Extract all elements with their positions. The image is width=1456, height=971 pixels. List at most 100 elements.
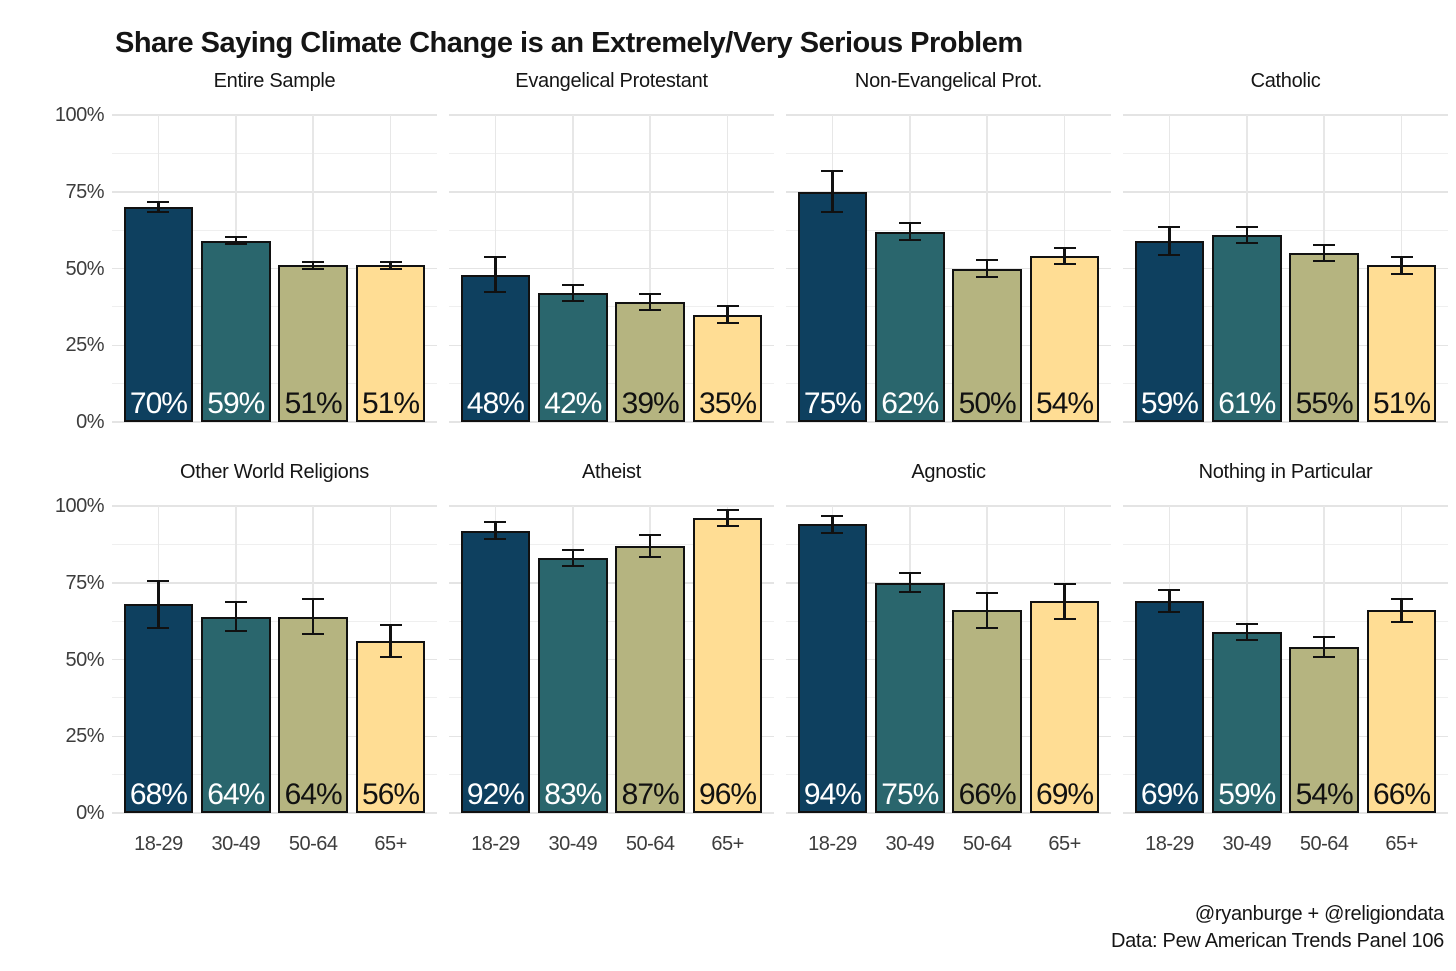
- error-bar-other-world-religions-50-64: [302, 598, 325, 635]
- error-bar-nothing-in-particular-18-29: [1158, 588, 1181, 614]
- bar-non-evangelical-prot-30-49: [875, 231, 945, 422]
- x-axis-label-col3-65+: 65+: [1048, 833, 1081, 855]
- error-bar-atheist-50-64: [639, 533, 662, 559]
- error-bar-nothing-in-particular-30-49: [1235, 622, 1258, 642]
- gridline-minor-87.5: [449, 543, 774, 545]
- y-axis-label-row2-100%: 100%: [54, 495, 105, 517]
- gridline-minor-62.5: [112, 229, 437, 231]
- gridline-minor-87.5: [1123, 152, 1448, 154]
- y-axis-label-row1-100%: 100%: [54, 104, 105, 126]
- bar-value-label-other-world-religions-65+: 56%: [362, 778, 420, 811]
- gridline-minor-37.5: [449, 306, 774, 308]
- panel-entire-sample: 70% 59% 51% 51%: [112, 114, 437, 423]
- gridline-minor-37.5: [1123, 697, 1448, 699]
- gridline-major-100: [786, 114, 1111, 116]
- gridline-major-25: [1123, 344, 1448, 346]
- gridline-major-0: [449, 421, 774, 423]
- y-axis-label-row2-25%: 25%: [65, 725, 104, 748]
- gridline-minor-12.5: [112, 774, 437, 776]
- gridline-minor-12.5: [449, 383, 774, 385]
- error-bar-atheist-18-29: [484, 521, 507, 540]
- bar-other-world-religions-65+: [355, 641, 426, 813]
- y-axis-label-row2-75%: 75%: [65, 571, 104, 594]
- x-axis-label-col1-50-64: 50-64: [288, 833, 338, 855]
- gridline-major-0: [449, 812, 774, 814]
- facet-title-catholic: Catholic: [1250, 70, 1321, 92]
- page-title: Share Saying Climate Change is an Extrem…: [115, 27, 1023, 60]
- error-bar-entire-sample-65+: [379, 260, 402, 271]
- error-bar-non-evangelical-prot-30-49: [898, 222, 921, 241]
- error-bar-catholic-18-29: [1158, 225, 1181, 257]
- bar-catholic-65+: [1366, 265, 1437, 422]
- gridline-major-25: [112, 344, 437, 346]
- bar-value-label-non-evangelical-prot-65+: 54%: [1036, 387, 1094, 420]
- bar-entire-sample-65+: [355, 265, 426, 422]
- bar-value-label-nothing-in-particular-30-49: 59%: [1218, 778, 1276, 811]
- panel-non-evangelical-prot: 75% 62% 50% 54%: [786, 114, 1111, 423]
- bar-value-label-entire-sample-18-29: 70%: [129, 387, 188, 420]
- error-bar-catholic-30-49: [1235, 225, 1258, 244]
- bar-value-label-non-evangelical-prot-50-64: 50%: [958, 387, 1017, 420]
- x-axis-label-col2-18-29: 18-29: [471, 833, 520, 855]
- attribution-line-1: @ryanburge + @religiondata: [1194, 903, 1444, 925]
- gridline-minor-12.5: [112, 383, 437, 385]
- gridline-major-50: [449, 267, 774, 270]
- x-axis-label-col2-30-49: 30-49: [548, 833, 598, 855]
- gridline-major-75: [112, 582, 437, 584]
- gridline-major-50: [1123, 658, 1448, 661]
- gridline-minor-37.5: [449, 697, 774, 699]
- gridline-major-75: [786, 582, 1111, 584]
- bar-value-label-evangelical-protestant-18-29: 48%: [466, 387, 525, 420]
- gridline-major-25: [449, 344, 774, 346]
- gridline-major-50: [1123, 267, 1448, 270]
- error-bar-non-evangelical-prot-18-29: [821, 170, 844, 214]
- gridline-minor-12.5: [1123, 774, 1448, 776]
- y-axis-label-row1-25%: 25%: [65, 334, 104, 357]
- gridline-major-100: [786, 505, 1111, 507]
- gridline-major-0: [112, 812, 437, 814]
- panel-atheist: 92% 83% 87% 96%: [449, 505, 774, 814]
- error-bar-entire-sample-50-64: [302, 260, 325, 271]
- bar-value-label-atheist-50-64: 87%: [621, 778, 680, 811]
- gridline-minor-87.5: [112, 543, 437, 545]
- gridline-major-25: [1123, 735, 1448, 737]
- gridline-major-75: [449, 582, 774, 584]
- error-bar-agnostic-50-64: [976, 591, 999, 629]
- gridline-major-0: [112, 421, 437, 423]
- gridline-minor-62.5: [449, 229, 774, 231]
- bar-atheist-30-49: [538, 558, 608, 813]
- bar-value-label-catholic-50-64: 55%: [1295, 387, 1354, 420]
- y-axis-label-row2-50%: 50%: [65, 648, 104, 671]
- x-axis-label-col3-18-29: 18-29: [808, 833, 857, 855]
- bar-value-label-agnostic-65+: 69%: [1036, 778, 1094, 811]
- error-bar-entire-sample-18-29: [147, 200, 170, 214]
- facet-title-atheist: Atheist: [581, 461, 642, 483]
- error-bar-nothing-in-particular-50-64: [1313, 636, 1336, 658]
- gridline-minor-87.5: [786, 543, 1111, 545]
- bar-value-label-nothing-in-particular-18-29: 69%: [1140, 778, 1199, 811]
- gridline-minor-37.5: [112, 306, 437, 308]
- bar-atheist-18-29: [460, 530, 531, 813]
- bar-value-label-entire-sample-30-49: 59%: [207, 387, 265, 420]
- bar-agnostic-65+: [1029, 601, 1100, 813]
- x-axis-label-col4-18-29: 18-29: [1145, 833, 1194, 855]
- gridline-vertical-65+: [726, 115, 729, 422]
- x-axis-label-col4-50-64: 50-64: [1299, 833, 1349, 855]
- gridline-minor-37.5: [112, 697, 437, 699]
- gridline-major-75: [786, 191, 1111, 193]
- panel-nothing-in-particular: 69% 59% 54% 66%: [1123, 505, 1448, 814]
- facet-title-nothing-in-particular: Nothing in Particular: [1198, 461, 1373, 483]
- x-axis-label-col1-30-49: 30-49: [211, 833, 261, 855]
- x-axis-label-col1-18-29: 18-29: [134, 833, 183, 855]
- bar-other-world-religions-18-29: [123, 604, 194, 813]
- bar-nothing-in-particular-50-64: [1289, 647, 1359, 813]
- gridline-major-50: [112, 267, 437, 270]
- gridline-vertical-50-64: [649, 115, 651, 422]
- x-axis-label-col3-50-64: 50-64: [962, 833, 1012, 855]
- error-bar-nothing-in-particular-65+: [1390, 598, 1413, 623]
- bar-value-label-agnostic-50-64: 66%: [958, 778, 1017, 811]
- bar-value-label-atheist-65+: 96%: [699, 778, 757, 811]
- error-bar-evangelical-protestant-50-64: [639, 293, 662, 312]
- gridline-major-50: [449, 658, 774, 661]
- gridline-major-75: [112, 191, 437, 193]
